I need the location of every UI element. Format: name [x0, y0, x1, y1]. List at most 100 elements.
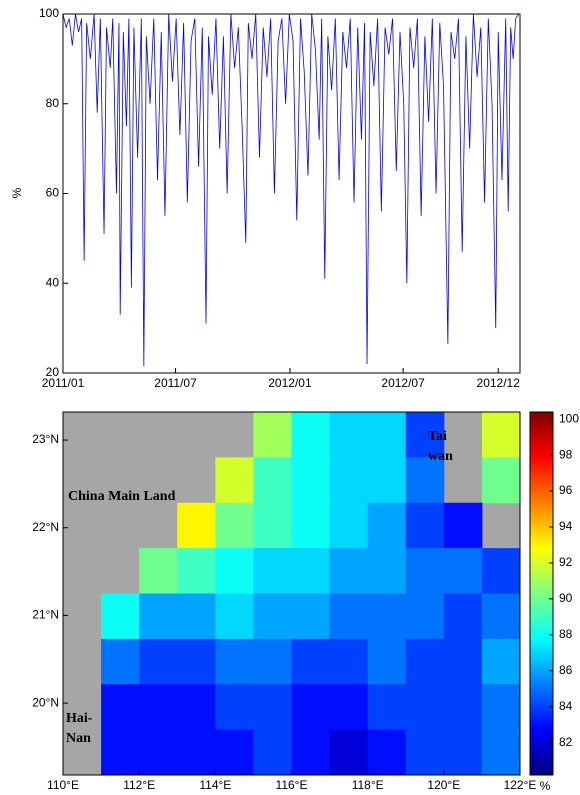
x-tick-label: 2011/01	[42, 376, 85, 390]
colorbar-segment	[530, 641, 553, 646]
y-tick-label: 80	[46, 96, 60, 110]
heat-cell	[291, 412, 331, 458]
colorbar-segment	[530, 551, 553, 555]
colorbar-segment	[530, 523, 553, 528]
colorbar-segment	[530, 602, 553, 607]
colorbar-segment	[530, 424, 553, 428]
colorbar-segment	[530, 460, 553, 464]
colorbar-segment	[530, 744, 553, 749]
heat-cell	[177, 684, 216, 731]
colorbar-segment	[530, 599, 553, 604]
colorbar-segment	[530, 581, 553, 585]
colorbar-segment	[530, 499, 553, 504]
heat-cell	[291, 684, 331, 731]
y-tick-label: 60	[46, 186, 60, 200]
colorbar-segment	[530, 711, 553, 715]
colorbar-segment	[530, 542, 553, 546]
colorbar-segment	[530, 623, 553, 628]
colorbar-segment	[530, 545, 553, 549]
colorbar-segment	[530, 454, 553, 458]
colorbar-segment	[530, 638, 553, 643]
annotation: wan	[428, 449, 453, 464]
heat-cell	[481, 548, 521, 594]
heat-cell	[329, 502, 369, 549]
colorbar-segment	[530, 548, 553, 552]
colorbar-segment	[530, 490, 553, 495]
colorbar-segment	[530, 702, 553, 706]
heat-cell	[367, 638, 407, 685]
colorbar-segment	[530, 430, 553, 434]
heat-cell	[443, 502, 483, 549]
y-tick-label: 40	[46, 275, 60, 289]
y-axis-label: %	[10, 187, 24, 198]
heat-cell	[139, 729, 178, 776]
heat-cell	[215, 684, 254, 731]
colorbar-segment	[530, 699, 553, 703]
y-tick-label: 20	[46, 365, 60, 379]
heat-cell	[481, 729, 521, 776]
colorbar-segment	[530, 720, 553, 725]
heat-cell	[405, 457, 445, 504]
colorbar-segment	[530, 533, 553, 537]
heat-cell	[139, 684, 178, 731]
colorbar-segment	[530, 663, 553, 667]
colorbar-label: %	[540, 779, 551, 793]
heat-cell	[253, 502, 292, 549]
colorbar-segment	[530, 590, 553, 594]
heat-cell	[443, 729, 483, 776]
heat-cell	[253, 729, 292, 776]
colorbar-segment	[530, 466, 553, 470]
heat-cell	[405, 729, 445, 776]
heat-cell	[481, 684, 521, 731]
heat-cell	[253, 638, 292, 685]
colorbar-segment	[530, 596, 553, 601]
heat-cell	[177, 729, 216, 776]
colorbar-segment	[530, 654, 553, 658]
colorbar-segment	[530, 469, 553, 473]
colorbar-segment	[530, 560, 553, 564]
colorbar-segment	[530, 511, 553, 516]
colorbar-tick-label: 82	[559, 735, 573, 749]
colorbar-segment	[530, 433, 553, 437]
colorbar-segment	[530, 626, 553, 631]
heat-cell	[177, 502, 216, 549]
heat-cell	[215, 548, 254, 594]
colorbar-segment	[530, 481, 553, 486]
colorbar-segment	[530, 487, 553, 492]
colorbar-segment	[530, 647, 553, 652]
x-tick-label: 2012/07	[381, 376, 425, 390]
x-tick-label: 2012/01	[268, 376, 312, 390]
colorbar-segment	[530, 750, 553, 755]
colorbar-segment	[530, 765, 553, 770]
colorbar-segment	[530, 463, 553, 467]
heat-cell	[329, 548, 369, 594]
x-tick-label: 2011/07	[154, 376, 197, 390]
heat-cell	[139, 548, 178, 594]
colorbar-segment	[530, 412, 553, 416]
y-tick-label: 22°N	[32, 520, 59, 534]
heat-cell	[329, 729, 369, 776]
heat-cell	[101, 684, 140, 731]
heat-cell	[291, 548, 331, 594]
y-tick-label: 21°N	[32, 608, 59, 622]
colorbar-segment	[530, 717, 553, 722]
colorbar-segment	[530, 611, 553, 616]
heat-cell	[481, 457, 521, 504]
colorbar-segment	[530, 681, 553, 685]
colorbar-segment	[530, 729, 553, 734]
heat-cell	[215, 729, 254, 776]
colorbar-segment	[530, 484, 553, 489]
heat-cell	[177, 548, 216, 594]
colorbar-segment	[530, 759, 553, 764]
colorbar-segment	[530, 678, 553, 682]
colorbar-segment	[530, 714, 553, 719]
heat-cell	[367, 593, 407, 640]
colorbar-tick-label: 100	[559, 411, 579, 425]
colorbar-tick-label: 84	[559, 699, 573, 713]
colorbar-tick-label: 86	[559, 663, 573, 677]
colorbar-segment	[530, 472, 553, 477]
colorbar-tick-label: 98	[559, 447, 573, 461]
colorbar-frame	[529, 411, 554, 776]
colorbar-segment	[530, 569, 553, 573]
